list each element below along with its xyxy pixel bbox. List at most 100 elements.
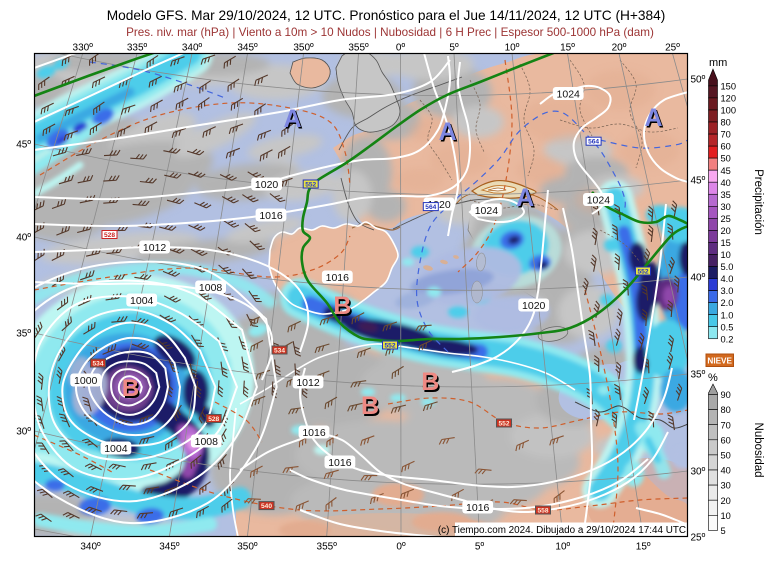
- svg-text:1016: 1016: [328, 457, 352, 469]
- svg-text:25º: 25º: [691, 533, 706, 544]
- svg-text:30º: 30º: [16, 427, 31, 438]
- svg-text:10: 10: [721, 250, 731, 260]
- svg-text:50: 50: [721, 154, 731, 164]
- svg-text:5: 5: [721, 526, 726, 536]
- svg-text:B: B: [421, 368, 439, 396]
- svg-text:mm: mm: [709, 57, 727, 69]
- svg-text:35: 35: [721, 190, 731, 200]
- svg-text:15º: 15º: [636, 542, 651, 553]
- svg-text:120: 120: [721, 94, 737, 104]
- svg-text:528: 528: [104, 232, 115, 239]
- svg-text:552: 552: [305, 181, 316, 188]
- svg-text:0º: 0º: [396, 43, 406, 54]
- svg-text:NIEVE: NIEVE: [707, 356, 732, 365]
- svg-text:Pres. niv. mar (hPa) | Viento: Pres. niv. mar (hPa) | Viento a 10m > 10…: [126, 26, 654, 39]
- svg-text:534: 534: [274, 347, 285, 354]
- svg-text:1024: 1024: [587, 194, 611, 206]
- svg-text:355º: 355º: [317, 542, 338, 553]
- svg-text:15º: 15º: [560, 43, 575, 54]
- svg-text:330º: 330º: [73, 43, 94, 54]
- svg-text:B: B: [333, 292, 351, 320]
- svg-text:100: 100: [721, 106, 737, 116]
- svg-text:5º: 5º: [475, 542, 485, 553]
- svg-text:1008: 1008: [195, 436, 219, 448]
- svg-text:1012: 1012: [143, 242, 167, 254]
- svg-text:0º: 0º: [396, 542, 406, 553]
- svg-text:50: 50: [721, 451, 731, 461]
- svg-text:1.0: 1.0: [721, 310, 734, 320]
- svg-text:45: 45: [721, 166, 731, 176]
- svg-text:10: 10: [721, 511, 731, 521]
- svg-text:%: %: [708, 372, 718, 384]
- svg-text:70: 70: [721, 130, 731, 140]
- svg-text:B: B: [122, 375, 139, 402]
- svg-text:Precipitación: Precipitación: [752, 169, 764, 235]
- svg-text:35º: 35º: [691, 370, 706, 381]
- svg-text:355º: 355º: [348, 43, 369, 54]
- svg-text:350º: 350º: [293, 43, 314, 54]
- svg-text:Modelo GFS. Mar 29/10/2024, 12: Modelo GFS. Mar 29/10/2024, 12 UTC. Pron…: [107, 8, 666, 23]
- svg-text:A: A: [439, 118, 457, 146]
- svg-text:80: 80: [721, 118, 731, 128]
- svg-text:30: 30: [721, 202, 731, 212]
- svg-text:20: 20: [721, 496, 731, 506]
- svg-text:80: 80: [721, 405, 731, 415]
- svg-text:60: 60: [721, 142, 731, 152]
- svg-text:20º: 20º: [612, 43, 627, 54]
- svg-text:534: 534: [92, 360, 103, 367]
- svg-text:1024: 1024: [475, 205, 499, 217]
- svg-text:345º: 345º: [237, 43, 258, 54]
- svg-text:0.5: 0.5: [721, 322, 734, 332]
- svg-text:25º: 25º: [665, 43, 680, 54]
- svg-text:540: 540: [261, 503, 272, 510]
- svg-text:4.0: 4.0: [721, 274, 734, 284]
- svg-text:1004: 1004: [104, 443, 128, 455]
- svg-text:564: 564: [425, 204, 436, 211]
- svg-text:552: 552: [637, 268, 648, 275]
- svg-text:350º: 350º: [237, 542, 258, 553]
- svg-text:30º: 30º: [691, 467, 706, 478]
- svg-text:552: 552: [384, 342, 395, 349]
- svg-text:50º: 50º: [691, 75, 706, 86]
- svg-text:2.0: 2.0: [721, 298, 734, 308]
- svg-text:1020: 1020: [522, 300, 546, 312]
- svg-text:1024: 1024: [557, 88, 581, 100]
- svg-text:70: 70: [721, 420, 731, 430]
- svg-text:45º: 45º: [691, 176, 706, 187]
- svg-text:B: B: [361, 392, 379, 420]
- svg-text:564: 564: [588, 139, 599, 146]
- svg-text:1000: 1000: [74, 375, 98, 387]
- svg-text:1012: 1012: [296, 377, 320, 389]
- svg-text:40: 40: [721, 178, 731, 188]
- svg-text:1020: 1020: [255, 179, 279, 191]
- svg-text:552: 552: [498, 420, 509, 427]
- svg-text:20: 20: [721, 226, 731, 236]
- svg-text:1008: 1008: [199, 282, 223, 294]
- svg-text:340º: 340º: [80, 542, 101, 553]
- svg-text:0.2: 0.2: [721, 334, 734, 344]
- svg-text:10º: 10º: [555, 542, 570, 553]
- svg-text:45º: 45º: [16, 140, 31, 151]
- svg-text:150: 150: [721, 82, 737, 92]
- svg-text:A: A: [516, 184, 534, 212]
- svg-text:25: 25: [721, 214, 731, 224]
- svg-text:345º: 345º: [159, 542, 180, 553]
- svg-text:1004: 1004: [130, 295, 154, 307]
- svg-text:A: A: [283, 105, 301, 133]
- svg-text:10º: 10º: [505, 43, 520, 54]
- svg-text:5.0: 5.0: [721, 262, 734, 272]
- svg-text:5º: 5º: [449, 43, 459, 54]
- svg-text:40º: 40º: [16, 233, 31, 244]
- svg-text:558: 558: [537, 507, 548, 514]
- svg-text:335º: 335º: [127, 43, 148, 54]
- svg-text:(c) Tiempo.com 2024. Dibujado: (c) Tiempo.com 2024. Dibujado a 29/10/20…: [438, 525, 686, 536]
- svg-text:340º: 340º: [182, 43, 203, 54]
- svg-text:A: A: [644, 104, 662, 132]
- svg-text:90: 90: [721, 390, 731, 400]
- svg-text:1016: 1016: [326, 272, 350, 284]
- svg-text:Nubosidad: Nubosidad: [752, 423, 764, 478]
- svg-text:35º: 35º: [16, 329, 31, 340]
- svg-text:30: 30: [721, 481, 731, 491]
- svg-text:40: 40: [721, 466, 731, 476]
- svg-text:1016: 1016: [259, 210, 283, 222]
